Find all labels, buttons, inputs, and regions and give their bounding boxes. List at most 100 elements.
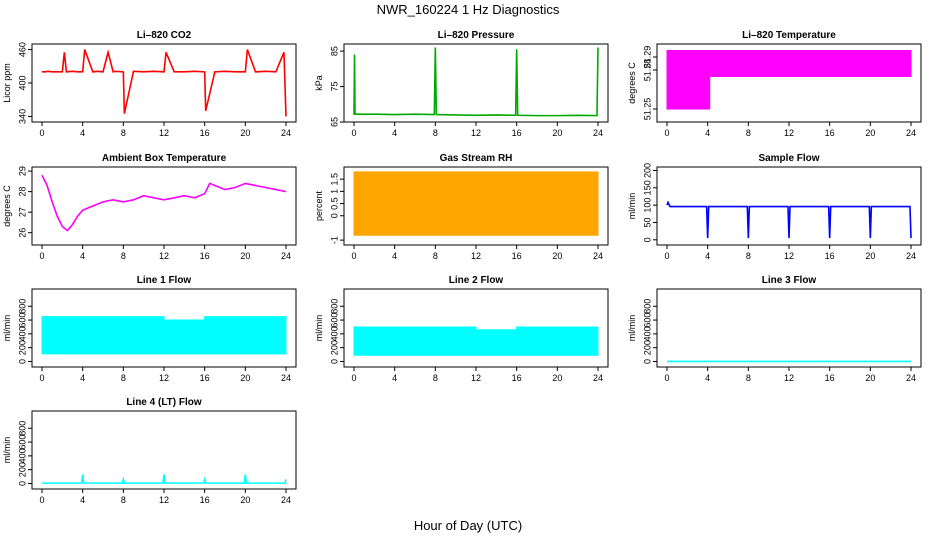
panel-title: Sample Flow (758, 153, 819, 164)
x-tick-label: 12 (471, 251, 481, 261)
y-tick-label: 600 (17, 435, 27, 450)
y-axis-label: ml/min (627, 315, 637, 342)
y-tick-label: 0 (329, 213, 339, 218)
x-tick-label: 0 (39, 251, 44, 261)
x-tick-label: 8 (121, 373, 126, 383)
y-tick-label: 28 (17, 187, 27, 197)
x-tick-label: 0 (351, 128, 356, 138)
y-tick-label: 200 (329, 340, 339, 355)
x-tick-label: 20 (552, 373, 562, 383)
x-tick-label: 12 (159, 128, 169, 138)
x-tick-label: 16 (200, 128, 210, 138)
y-tick-label: 400 (17, 326, 27, 341)
x-tick-label: 24 (906, 128, 916, 138)
y-tick-label: 1 (329, 189, 339, 194)
x-tick-label: 0 (664, 128, 669, 138)
y-axis-label: Licor ppm (2, 63, 12, 103)
x-tick-label: 8 (746, 373, 751, 383)
x-tick-label: 16 (200, 251, 210, 261)
series-band (353, 171, 599, 236)
y-tick-label: 800 (329, 299, 339, 314)
x-tick-label: 0 (351, 251, 356, 261)
panel-title: Line 2 Flow (449, 275, 504, 286)
x-tick-label: 4 (392, 373, 397, 383)
x-tick-label: 12 (159, 495, 169, 505)
series-band (41, 316, 287, 355)
y-tick-label: 150 (642, 180, 652, 195)
y-tick-label: 460 (17, 42, 27, 57)
panel-title: Line 4 (LT) Flow (126, 397, 202, 408)
y-tick-label: 600 (329, 313, 339, 328)
y-tick-label: 200 (17, 340, 27, 355)
x-tick-label: 8 (121, 251, 126, 261)
y-tick-label: 0 (17, 359, 27, 364)
y-tick-label: 51.28 (642, 59, 652, 82)
x-tick-label: 0 (39, 128, 44, 138)
x-tick-label: 12 (471, 128, 481, 138)
y-tick-label: 50 (642, 217, 652, 227)
series-band (353, 326, 599, 356)
y-axis-label: ml/min (627, 193, 637, 220)
y-tick-label: 400 (329, 326, 339, 341)
x-tick-label: 0 (39, 495, 44, 505)
x-tick-label: 0 (351, 373, 356, 383)
x-tick-label: 24 (906, 373, 916, 383)
panel-title: Line 1 Flow (137, 275, 192, 286)
y-tick-label: 400 (17, 75, 27, 90)
x-tick-label: 24 (281, 373, 291, 383)
series-line (42, 49, 287, 117)
panel-0: Li–820 CO2 0 4 8 12 16 20 24 340 400 460 Licor ppm (2, 30, 297, 138)
x-tick-label: 0 (664, 373, 669, 383)
x-tick-label: 16 (512, 373, 522, 383)
x-tick-label: 12 (784, 373, 794, 383)
y-tick-label: 0 (17, 481, 27, 486)
x-tick-label: 0 (664, 251, 669, 261)
y-tick-label: 400 (17, 448, 27, 463)
x-tick-label: 4 (392, 128, 397, 138)
x-tick-label: 4 (80, 128, 85, 138)
y-axis-label: percent (314, 190, 324, 221)
y-axis-label: ml/min (2, 315, 12, 342)
x-tick-label: 12 (784, 128, 794, 138)
panel-2: Li–820 Temperature 0 4 8 12 16 20 24 51.25 51.285… (627, 30, 922, 138)
x-tick-label: 20 (865, 251, 875, 261)
y-tick-label: 800 (17, 421, 27, 436)
x-tick-label: 20 (240, 128, 250, 138)
x-tick-label: 4 (80, 495, 85, 505)
x-tick-label: 24 (281, 495, 291, 505)
x-tick-label: 12 (159, 373, 169, 383)
y-tick-label: 800 (642, 299, 652, 314)
y-axis-label: ml/min (2, 437, 12, 464)
y-tick-label: 100 (642, 198, 652, 213)
y-axis-label: degrees C (2, 185, 12, 227)
plot-frame (31, 43, 297, 123)
y-tick-label: 85 (329, 46, 339, 56)
y-tick-label: 800 (17, 299, 27, 314)
y-tick-label: 400 (642, 326, 652, 341)
x-tick-label: 4 (705, 128, 710, 138)
x-tick-label: 20 (240, 251, 250, 261)
panel-title: Li–820 Temperature (742, 30, 836, 41)
y-tick-label: 0 (642, 237, 652, 242)
plot-frame (656, 288, 922, 368)
plot-frame (343, 43, 609, 123)
plot-frame (31, 166, 297, 246)
y-axis-label: ml/min (314, 315, 324, 342)
x-tick-label: 24 (906, 251, 916, 261)
x-tick-label: 4 (705, 373, 710, 383)
x-axis-label: Hour of Day (UTC) (413, 518, 523, 533)
y-tick-label: 600 (642, 313, 652, 328)
x-tick-label: 16 (825, 128, 835, 138)
panel-title: Ambient Box Temperature (102, 153, 227, 164)
x-tick-label: 8 (121, 128, 126, 138)
x-tick-label: 0 (39, 373, 44, 383)
x-tick-label: 8 (433, 373, 438, 383)
x-tick-label: 24 (281, 128, 291, 138)
x-tick-label: 8 (433, 128, 438, 138)
x-tick-label: 4 (392, 251, 397, 261)
x-tick-label: 24 (593, 128, 603, 138)
series-line (42, 474, 287, 484)
x-tick-label: 16 (200, 373, 210, 383)
